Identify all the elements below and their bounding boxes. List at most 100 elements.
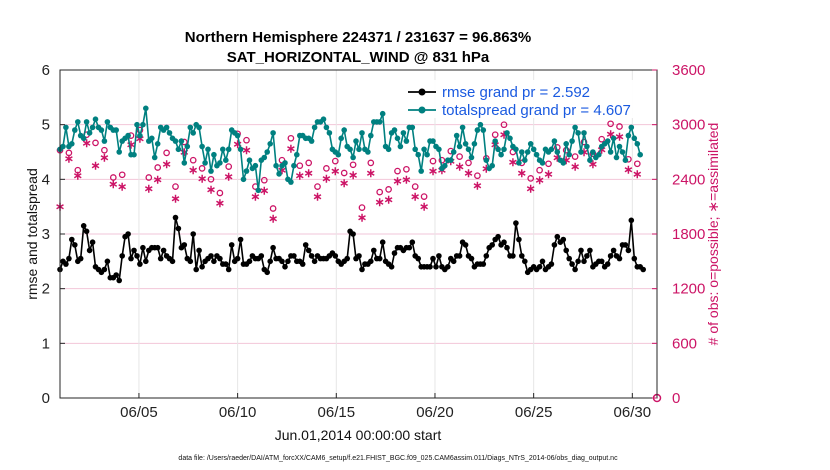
obs-possible-marker	[216, 189, 224, 197]
rmse-point	[376, 255, 383, 262]
obs-assimilated-marker: ∗	[366, 166, 376, 180]
obs-assimilated-marker: ∗	[330, 164, 340, 178]
rmse-point	[223, 261, 229, 267]
spread-point	[581, 130, 587, 136]
rmse-point	[572, 266, 578, 273]
series-layer: ∗∗∗∗∗∗∗∗∗∗∗∗∗∗∗∗∗∗∗∗∗∗∗∗∗∗∗∗∗∗∗∗∗∗∗∗∗∗∗∗…	[55, 105, 662, 403]
x-tick-label: 06/30	[614, 404, 652, 421]
obs-possible-marker	[633, 160, 641, 168]
obs-possible-marker	[207, 175, 215, 183]
rmse-point	[566, 255, 572, 262]
spread-point	[530, 146, 537, 153]
spread-point	[448, 157, 454, 163]
rmse-point	[77, 255, 84, 262]
obs-assimilated-marker: ∗	[499, 128, 509, 142]
rmse-point	[302, 242, 309, 248]
obs-possible-marker	[287, 134, 295, 142]
obs-assimilated-marker: ∗	[304, 166, 314, 180]
obs-assimilated-marker: ∗	[233, 137, 243, 151]
obs-assimilated-marker: ∗	[384, 192, 394, 206]
spread-point	[480, 127, 487, 133]
spread-point	[83, 119, 90, 125]
obs-assimilated-marker: ∗	[108, 177, 118, 191]
obs-possible-marker	[358, 204, 366, 211]
rmse-point	[480, 261, 487, 267]
spread-point	[368, 132, 374, 139]
rmse-point	[433, 264, 439, 270]
spread-point	[418, 168, 425, 174]
rmse-point	[270, 244, 276, 251]
obs-assimilated-marker: ∗	[552, 151, 562, 165]
rmse-point	[282, 264, 288, 270]
spread-point	[365, 149, 371, 155]
rmse-point	[63, 261, 69, 267]
obs-possible-marker	[571, 153, 579, 160]
obs-possible-marker	[331, 157, 339, 165]
spread-point	[154, 141, 161, 147]
spread-point	[513, 146, 519, 153]
obs-assimilated-marker: ∗	[82, 136, 92, 150]
obs-assimilated-marker: ∗	[215, 196, 225, 210]
obs-assimilated-marker: ∗	[188, 163, 198, 177]
obs-assimilated-marker: ∗	[259, 183, 269, 197]
spread-point	[223, 157, 229, 163]
spread-point	[134, 121, 140, 128]
spread-point	[273, 162, 279, 169]
obs-possible-marker	[163, 149, 170, 157]
x-tick-label: 06/10	[219, 404, 257, 421]
x-axis-label: Jun.01,2014 00:00:00 start	[275, 427, 442, 443]
obs-possible-marker	[296, 162, 304, 170]
spread-point	[270, 130, 276, 136]
spread-point	[421, 146, 427, 153]
obs-assimilated-marker: ∗	[606, 127, 616, 141]
rmse-point	[450, 258, 457, 265]
rmse-point	[625, 247, 632, 254]
spread-point	[575, 130, 581, 136]
rmse-point	[539, 258, 546, 265]
y-tick-label-left: 1	[42, 335, 50, 352]
spread-point	[323, 124, 330, 131]
spread-point	[376, 119, 383, 125]
spread-point	[462, 141, 469, 147]
rmse-point	[279, 258, 285, 265]
rmse-point	[125, 231, 131, 237]
spread-point	[181, 160, 188, 166]
x-tick-label: 06/20	[416, 404, 454, 421]
spread-point	[75, 119, 81, 125]
spread-point	[519, 149, 525, 155]
rmse-point	[193, 266, 199, 273]
obs-possible-marker	[323, 165, 330, 172]
obs-possible-marker	[616, 123, 623, 130]
obs-assimilated-marker: ∗	[543, 167, 553, 181]
obs-possible-marker	[314, 183, 321, 190]
rmse-point	[154, 244, 161, 251]
spread-point	[166, 130, 173, 136]
rmse-point	[299, 261, 306, 267]
obs-assimilated-marker: ∗	[623, 162, 633, 176]
spread-point	[80, 135, 87, 142]
obs-assimilated-marker: ∗	[401, 172, 411, 186]
spread-point	[86, 130, 93, 136]
spread-point	[590, 149, 596, 155]
obs-assimilated-marker: ∗	[286, 141, 296, 155]
spread-point	[196, 124, 202, 131]
legend-rmse-marker	[418, 88, 426, 96]
obs-assimilated-marker: ∗	[392, 174, 402, 188]
y-tick-label-left: 2	[42, 281, 50, 298]
spread-point	[554, 149, 561, 155]
spread-point	[252, 162, 259, 169]
obs-assimilated-marker: ∗	[614, 130, 624, 144]
spread-point	[89, 124, 96, 131]
obs-possible-marker	[349, 161, 357, 169]
obs-possible-marker	[394, 167, 401, 175]
obs-assimilated-marker: ∗	[99, 151, 109, 165]
rmse-point	[208, 253, 214, 259]
obs-assimilated-marker: ∗	[561, 153, 571, 167]
obs-possible-marker	[172, 183, 179, 190]
obs-possible-marker	[305, 159, 313, 167]
spread-point	[569, 138, 575, 144]
y-tick-label-right: 2400	[672, 171, 705, 188]
spread-point	[294, 151, 300, 158]
rmse-point	[388, 264, 395, 270]
